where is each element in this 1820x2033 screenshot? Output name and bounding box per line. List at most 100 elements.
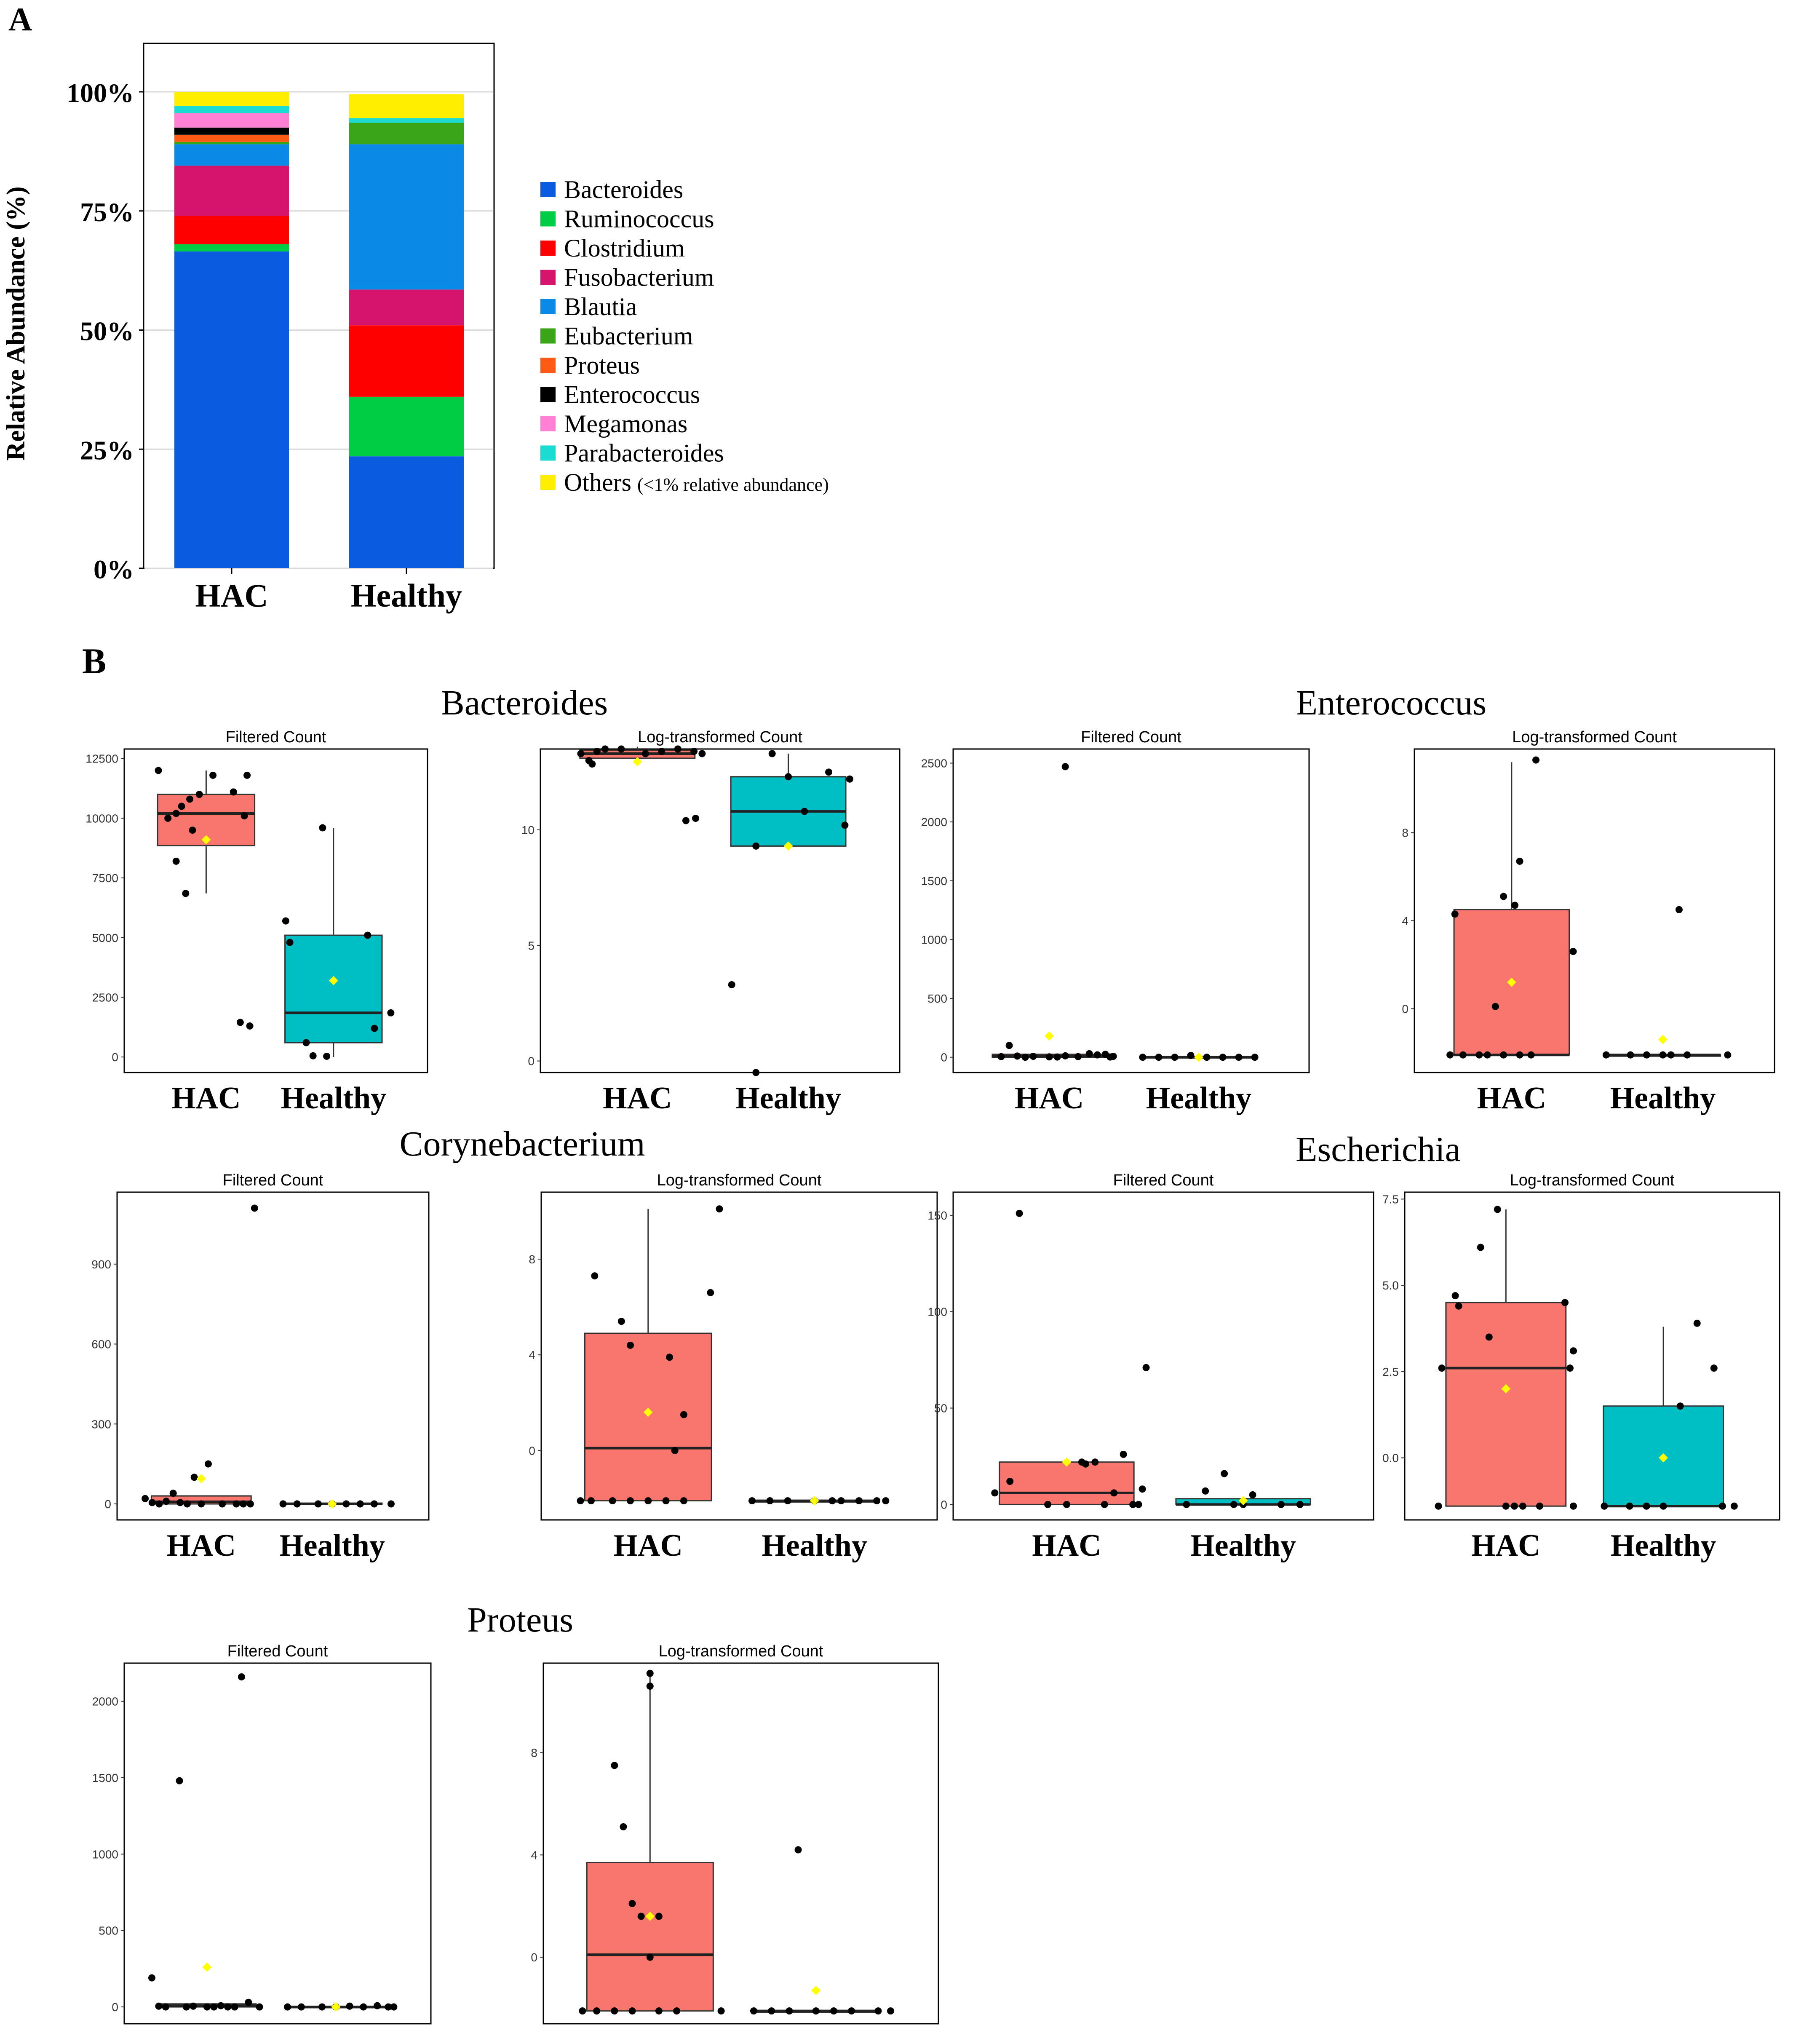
data-point [627,1497,634,1505]
x-tick-label: HAC [172,2032,241,2033]
data-point [662,1497,670,1505]
data-point [1475,1051,1483,1059]
mean-marker [1062,1457,1072,1467]
box-group-healthy: Healthy [728,750,853,1115]
data-point [1675,906,1683,913]
mean-marker [331,2002,341,2012]
data-point [371,1500,378,1508]
data-point [198,1500,205,1508]
mean-marker [633,757,642,767]
data-point [593,2007,601,2015]
x-tick-label: HAC [1015,1081,1084,1115]
data-point [1519,1502,1526,1510]
data-point [717,2007,725,2015]
data-point [1045,1053,1053,1061]
data-point [297,2003,305,2011]
x-tick-label: Healthy [763,2032,869,2033]
data-point [217,2002,224,2009]
y-tick-label: 10000 [86,812,118,825]
data-point [716,1205,723,1213]
box-group-hac: HAC [155,767,256,1115]
bar-segment-eubacterium [349,123,464,144]
data-point [680,1411,687,1418]
bar-segment-megamonas [174,113,289,128]
plot-area [116,1191,430,1521]
data-point [243,771,251,779]
data-point [1251,1054,1259,1061]
data-point [323,1052,331,1060]
y-tick-label: 1000 [921,933,947,946]
data-point [279,1500,287,1508]
mean-marker [783,841,793,851]
panel-title: Log-transformed Count [659,1642,823,1660]
y-tick-label: 5000 [92,931,118,944]
data-point [203,2003,211,2011]
data-point [314,1500,322,1508]
data-point [690,747,698,755]
data-point [1516,857,1523,865]
data-point [246,1500,254,1508]
data-point [1006,1477,1014,1485]
bar-segment-eubacterium [174,142,289,144]
boxplot-chart-corynebacterium: Corynebacterium Filtered Count 0 300 600 900 H… [91,1124,938,1563]
data-point [577,1497,584,1505]
data-point [1516,1051,1523,1059]
legend-label: Eubacterium [564,322,693,350]
boxplot-panel-filtered: Filtered Count 0 50 100 150 HAC Healthy [927,1172,1374,1563]
data-point [186,795,194,803]
legend-item-blautia: Blautia [540,293,637,321]
data-point [1435,1502,1442,1510]
legend-label: Bacteroides [564,176,683,203]
data-point [148,1499,156,1506]
y-tick-label: 2000 [92,1695,118,1708]
data-point [176,1499,184,1506]
data-point [1485,1333,1493,1341]
box-group-hac: HAC [991,1209,1150,1563]
data-point [1277,1501,1285,1508]
legend-item-bacteroides: Bacteroides [540,176,683,203]
data-point [293,1500,301,1508]
data-point [1660,1502,1667,1510]
data-point [617,745,625,753]
box [999,1461,1135,1505]
legend-item-enterococcus: Enterococcus [540,381,700,409]
bar-segment-enterococcus [174,127,289,135]
legend-label: Clostridium [564,234,685,262]
data-point [204,1460,212,1468]
boxplot-panel-filtered: Filtered Count 0 500 1000 1500 2000 2500 HAC Hea… [921,728,1310,1115]
data-point [882,1497,890,1505]
data-point [142,1495,149,1502]
data-point [1053,1053,1061,1061]
data-point [801,808,808,815]
y-tick-label: 2.5 [1382,1365,1399,1378]
data-point [655,2007,663,2015]
data-point [887,2007,895,2015]
data-point [611,2007,618,2015]
data-point [812,2007,820,2015]
box-group-healthy: Healthy [1601,1319,1738,1563]
data-point [997,1053,1005,1060]
panel-title: Filtered Count [223,1172,323,1189]
legend-swatch [540,182,556,197]
y-tick-label: 500 [927,992,947,1005]
box [586,1862,714,2012]
data-point [284,2003,291,2011]
data-point [707,1289,714,1297]
data-point [1627,1051,1634,1059]
data-point [620,1823,627,1831]
y-tick-label: 0.0 [1382,1452,1399,1465]
boxplot-panel-filtered: Filtered Count 0 300 600 900 HAC Healthy [91,1172,430,1563]
y-tick-label: 0% [94,554,134,584]
data-point [692,815,699,822]
data-point [1667,1051,1675,1059]
y-tick-label: 0 [112,1051,118,1064]
data-point [1451,1292,1459,1300]
data-point [750,2007,757,2015]
y-tick-label: 50 [934,1402,947,1415]
stacked-bar-chart: 0% 25% 50% 75% 100% HAC Healthy Relative Abun… [2,43,829,614]
data-point [236,1019,244,1026]
bar-segment-others [174,92,289,106]
data-point [785,773,792,781]
y-tick-label: 2500 [921,757,947,770]
